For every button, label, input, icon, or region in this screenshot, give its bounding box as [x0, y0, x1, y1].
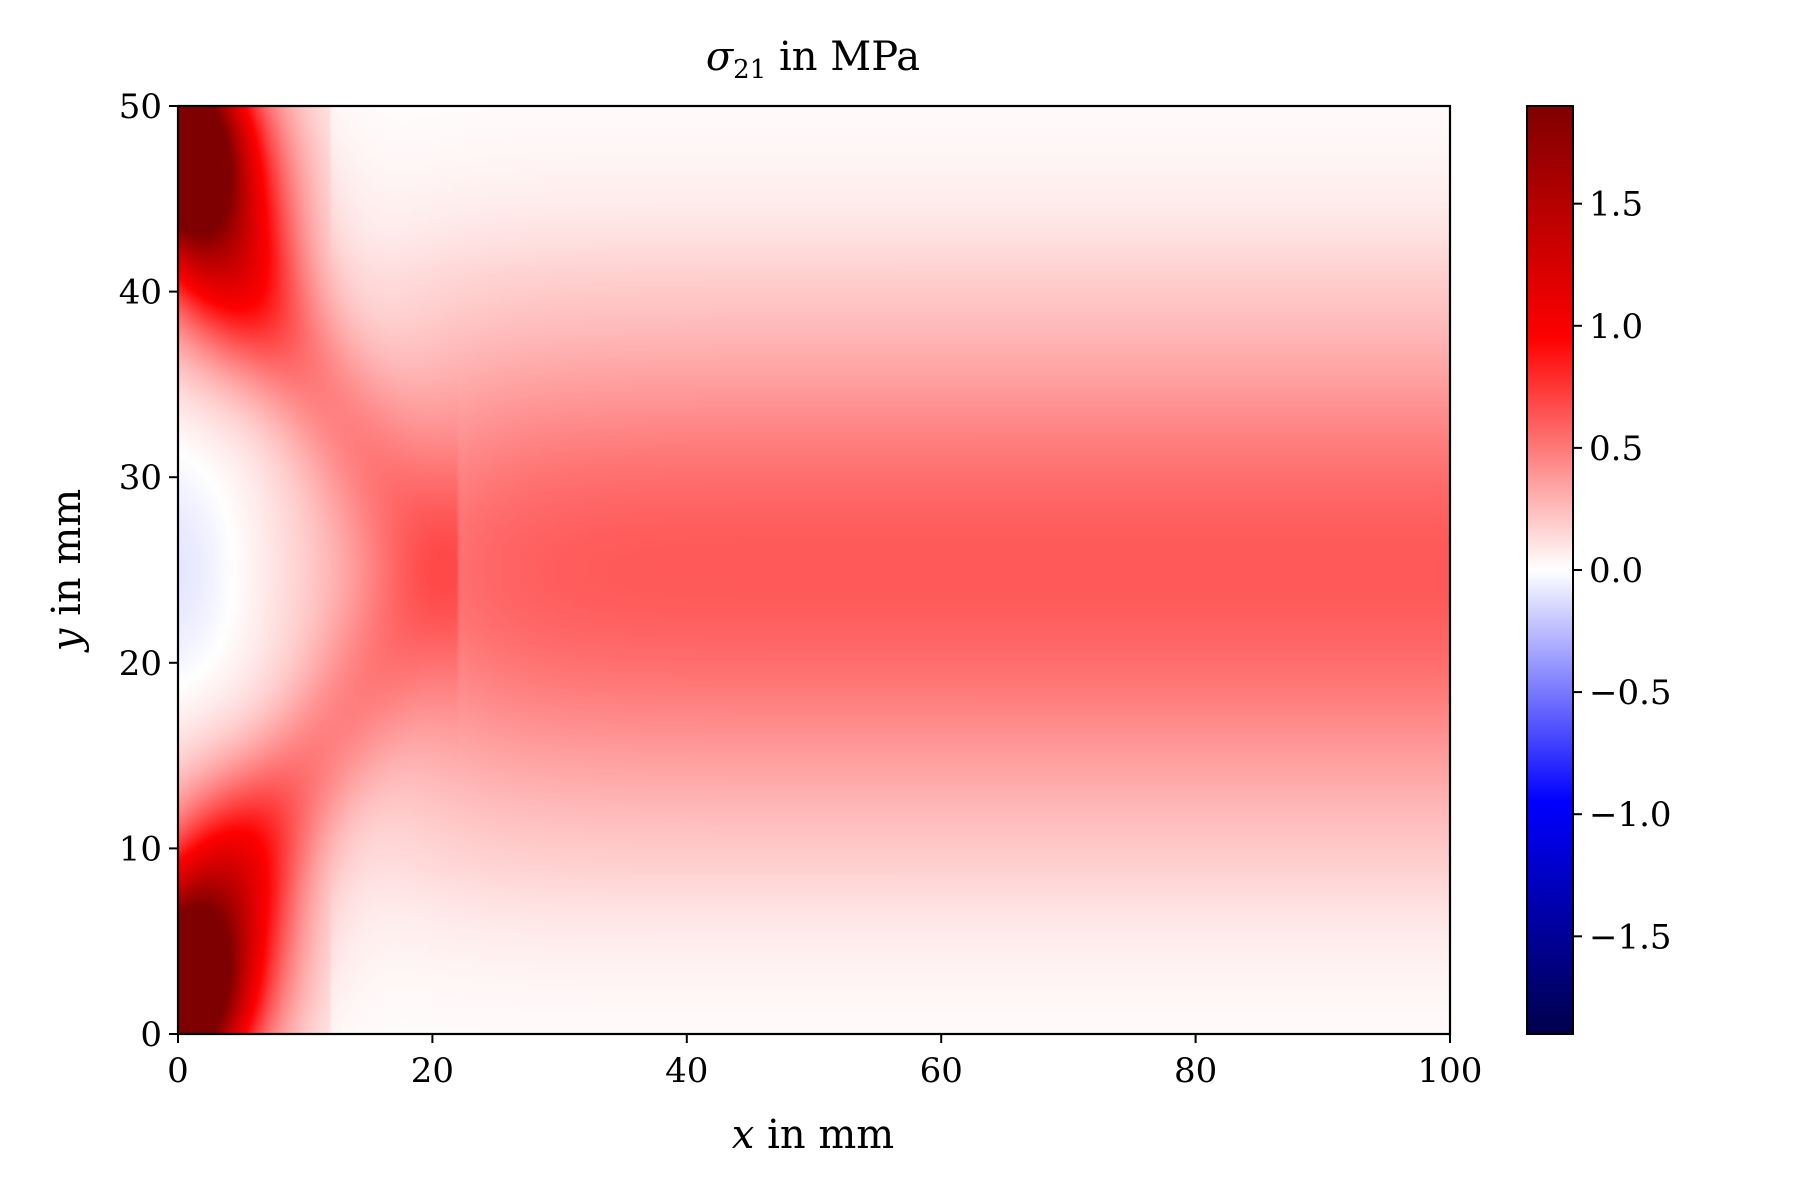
- heatmap-field: [178, 106, 1450, 1034]
- colorbar-gradient: [1527, 106, 1573, 1034]
- x-axis-label: x in mm: [732, 1112, 894, 1158]
- colorbar-tick-label: −1.0: [1589, 795, 1672, 835]
- colorbar-ticks: −1.5 −1.0 −0.5 0.0 0.5 1.0 1.5: [1573, 185, 1672, 957]
- y-tick-label: 10: [119, 829, 162, 869]
- y-axis-label: y in mm: [44, 489, 90, 653]
- x-tick-label: 0: [167, 1051, 189, 1091]
- y-tick-label: 50: [119, 87, 162, 127]
- x-axis: 0 20 40 60 80 100: [167, 1034, 1482, 1091]
- y-tick-label: 30: [119, 458, 162, 498]
- x-tick-label: 80: [1174, 1051, 1217, 1091]
- chart-title: σ21 in MPa: [706, 34, 920, 85]
- colorbar-tick-label: 0.0: [1589, 551, 1643, 591]
- y-axis: 0 10 20 30 40 50: [119, 87, 178, 1055]
- colorbar-tick-label: −0.5: [1589, 673, 1672, 713]
- y-tick-label: 20: [119, 644, 162, 684]
- colorbar-tick-label: −1.5: [1589, 917, 1672, 957]
- x-tick-label: 100: [1418, 1051, 1483, 1091]
- plot-frame: [176, 104, 1452, 1036]
- x-tick-label: 20: [411, 1051, 454, 1091]
- y-tick-label: 0: [140, 1015, 162, 1055]
- heatmap-image: [178, 106, 1450, 1034]
- y-tick-label: 40: [119, 273, 162, 313]
- colorbar-tick-label: 0.5: [1589, 429, 1643, 469]
- x-tick-label: 40: [665, 1051, 708, 1091]
- colorbar-tick-label: 1.0: [1589, 307, 1643, 347]
- x-tick-label: 60: [920, 1051, 963, 1091]
- colorbar-tick-label: 1.5: [1589, 185, 1643, 225]
- colorbar: −1.5 −1.0 −0.5 0.0 0.5 1.0 1.5: [1526, 105, 1672, 1035]
